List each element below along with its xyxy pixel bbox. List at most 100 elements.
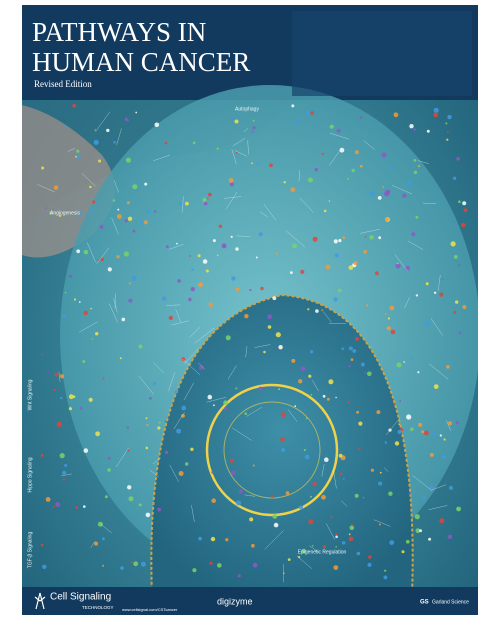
pathway-node [113, 141, 116, 144]
pathway-nodes [37, 103, 468, 583]
pathway-node [94, 541, 99, 546]
pathway-edge [446, 420, 452, 431]
pathway-node [322, 545, 327, 549]
pathway-node [68, 407, 72, 411]
pathway-node [300, 366, 306, 372]
pathway-node [446, 365, 450, 369]
pathway-node [88, 397, 93, 402]
pathway-node [351, 523, 353, 526]
pathway-edge [363, 140, 375, 150]
pathway-node [424, 430, 429, 436]
pathway-node [369, 191, 375, 196]
pathway-node [363, 249, 367, 254]
pathway-node [381, 152, 387, 158]
pathway-edge [407, 240, 424, 250]
pathway-node [410, 357, 413, 360]
pathway-node [384, 441, 387, 444]
pathway-node [354, 493, 359, 498]
pathway-edge [95, 111, 111, 132]
pathway-node [127, 216, 133, 221]
pathway-node [267, 325, 272, 329]
pathway-node [386, 326, 391, 331]
pathway-edge [168, 243, 184, 250]
pathway-node [138, 344, 143, 349]
pathway-node [328, 379, 334, 385]
pathway-node [348, 365, 351, 368]
pathway-node [252, 126, 256, 130]
pathway-node [127, 485, 132, 490]
pathway-node [143, 220, 148, 225]
pathway-node [79, 406, 83, 410]
pathway-edge [166, 304, 181, 306]
pathway-node [285, 491, 290, 495]
pathway-node [324, 457, 329, 463]
pathway-edge [430, 484, 447, 491]
pathway-node [309, 350, 314, 354]
pathway-node [64, 464, 68, 467]
pathway-node [439, 518, 445, 524]
pathway-node [97, 521, 103, 527]
pathway-node [83, 249, 89, 255]
pathway-node [252, 464, 255, 467]
pathway-node [235, 247, 239, 251]
pathway-node [300, 269, 305, 274]
pathway-node [378, 523, 381, 526]
pathway-node [295, 118, 301, 124]
side-label: TGF-β Signaling [27, 532, 33, 569]
pathway-node [358, 447, 361, 450]
pathway-node [453, 310, 457, 314]
side-label: Hippo Signaling [27, 457, 33, 492]
pathway-node [426, 129, 430, 133]
pathway-node [198, 536, 203, 541]
pathway-node [203, 201, 208, 206]
pathway-node [368, 555, 372, 559]
pathway-node [339, 147, 345, 153]
pathway-node [267, 314, 273, 320]
pathway-node [359, 116, 363, 119]
pathway-node [388, 166, 393, 170]
pathway-node [202, 259, 208, 264]
pathway-edge [113, 180, 119, 193]
pathway-edge [417, 160, 429, 164]
pathway-node [325, 264, 331, 270]
pathway-node [281, 448, 286, 452]
pathway-edge [328, 323, 347, 325]
pathway-node [336, 128, 341, 133]
brand-icon [34, 592, 46, 610]
pathway-node [238, 489, 243, 494]
pathway-node [117, 208, 120, 211]
pathway-node [275, 332, 281, 338]
pathway-node [209, 561, 213, 565]
pathway-edge [231, 149, 237, 165]
pathway-node [95, 431, 100, 437]
pathway-node [405, 265, 410, 271]
pathway-node [352, 349, 357, 353]
pathway-node [228, 178, 234, 183]
pathway-node [322, 394, 326, 398]
pathway-node [128, 298, 133, 303]
pathway-node [359, 164, 363, 168]
pathway-node [181, 357, 186, 361]
pathway-node [329, 124, 334, 129]
pathway-node [291, 104, 295, 108]
pathway-node [76, 149, 80, 153]
pathway-edge [61, 473, 72, 477]
pathway-node [441, 455, 446, 459]
pathway-node [330, 516, 333, 519]
pathway-edge [181, 196, 184, 213]
pathway-node [446, 138, 449, 141]
pathway-node [251, 543, 255, 548]
pathway-node [348, 265, 354, 270]
pathway-node [208, 192, 212, 197]
pathway-node [280, 437, 285, 442]
pathway-edge [309, 545, 320, 553]
pathway-node [56, 421, 62, 427]
pathway-edge [223, 196, 242, 199]
pathway-node [408, 492, 411, 495]
pathway-node [64, 125, 67, 128]
pathway-edge [231, 427, 252, 441]
pathway-node [47, 371, 49, 374]
pathway-node [252, 562, 258, 568]
pathway-node [283, 181, 286, 184]
pathway-node [347, 401, 350, 404]
